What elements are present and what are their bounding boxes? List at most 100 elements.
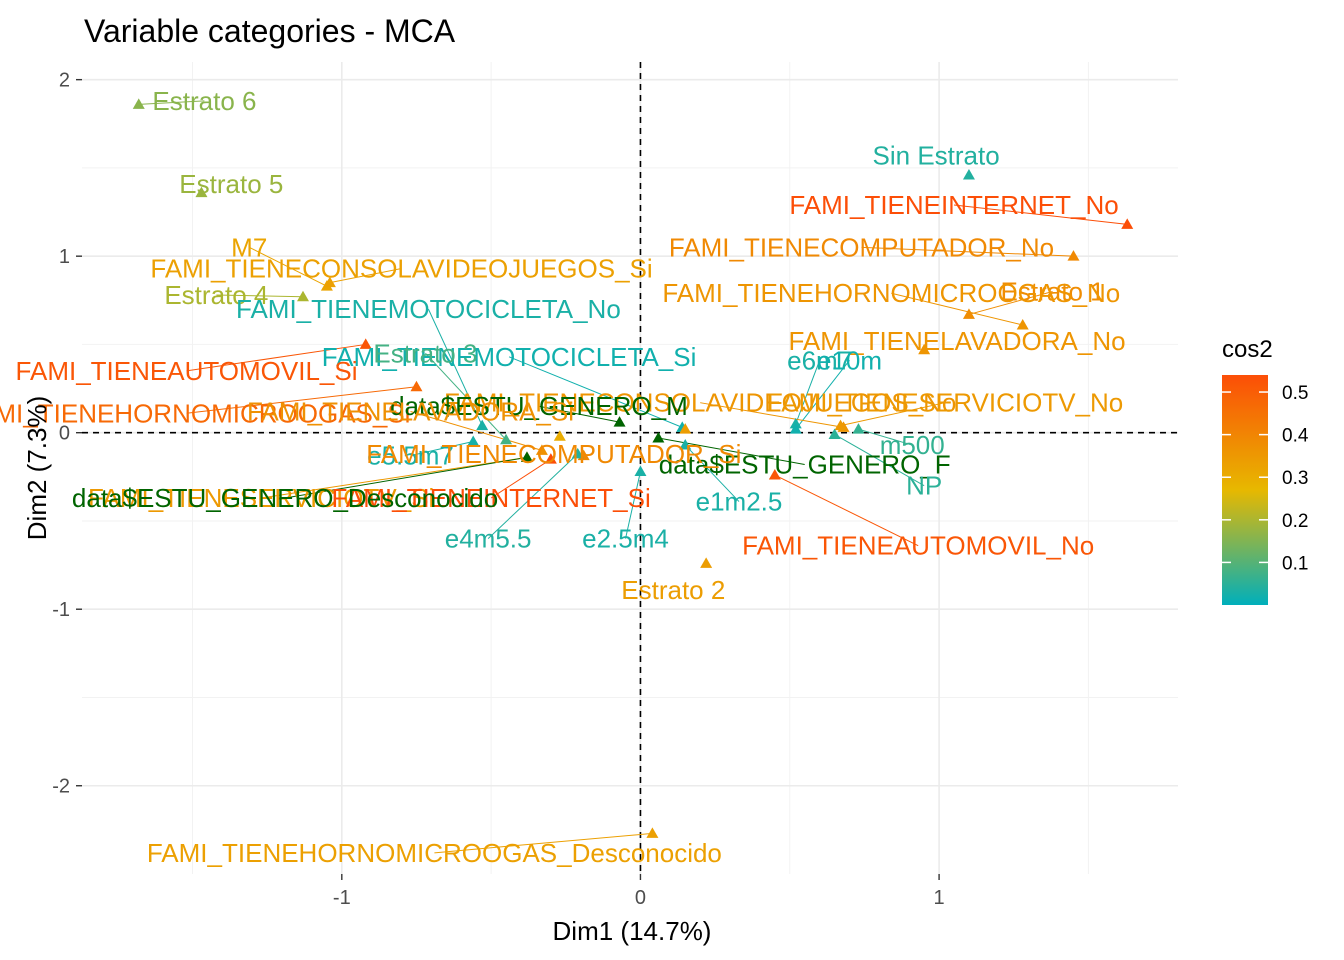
leader-line — [487, 453, 579, 539]
y-tick-label: 1 — [59, 246, 70, 268]
data-point — [834, 419, 847, 431]
data-point — [828, 428, 841, 439]
point-label: FAMI_TIENESERVICIOTV_Si — [88, 483, 434, 513]
data-point — [962, 168, 975, 180]
legend-tick-label: 0.3 — [1282, 468, 1308, 489]
data-point — [652, 431, 665, 443]
y-tick-label: 0 — [59, 423, 70, 445]
point-label: e2.5m4 — [582, 524, 669, 554]
leader-line — [538, 405, 620, 423]
y-tick-label: 2 — [59, 70, 70, 92]
leader-line — [490, 458, 552, 499]
leader-line — [216, 294, 304, 298]
point-label: Sin Estrato — [873, 141, 1000, 171]
chart-title: Variable categories - MCA — [84, 13, 456, 49]
point-label: FAMI_TIENESERVICIOTV_No — [767, 388, 1123, 418]
data-point — [296, 290, 309, 302]
point-label: FAMI_TIENEINTERNET_Si — [331, 483, 650, 513]
point-label: Estrato 2 — [621, 575, 725, 605]
point-label: FAMI_TIENEMOTOCICLETA_Si — [322, 342, 697, 372]
leader-line — [186, 343, 366, 372]
leader-line — [427, 308, 483, 426]
point-label: Estrato 3 — [373, 338, 477, 368]
leader-line — [858, 428, 913, 446]
leader-line — [840, 402, 946, 427]
data-point — [571, 447, 584, 459]
point-label: e5.5m7 — [367, 441, 454, 471]
leader-line — [700, 402, 844, 428]
leader-line — [774, 474, 919, 547]
leader-line — [861, 246, 1074, 257]
point-label: data$ESTU_GENERO_F — [659, 449, 951, 479]
point-label: Estrato 1 — [1001, 276, 1105, 306]
leader-line — [138, 100, 205, 105]
leader-line — [186, 386, 417, 414]
point-label: Estrato 6 — [152, 86, 256, 116]
leader-line — [425, 352, 507, 441]
y-tick-label: -1 — [52, 599, 70, 621]
reference-lines — [82, 62, 1178, 874]
legend: cos2 0.1 0.2 0.3 0.4 0.5 — [1222, 336, 1309, 605]
legend-tick-label: 0.1 — [1282, 553, 1308, 574]
point-label: FAMI_TIENEINTERNET_No — [789, 190, 1118, 220]
point-label: FAMI_TIENEAUTOMOVIL_Si — [16, 356, 358, 386]
data-point — [768, 469, 781, 480]
axes: -1 0 1 -2 -1 0 1 2 — [52, 70, 944, 909]
data-point — [679, 439, 692, 450]
point-label: data$ESTU_GENERO_M — [390, 391, 688, 421]
data-point — [544, 453, 557, 464]
legend-colorbar — [1222, 375, 1268, 605]
point-label: FAMI_TIENEMOTOCICLETA_No — [236, 294, 621, 324]
point-label: Estrato 5 — [179, 169, 283, 199]
data-point — [918, 343, 931, 355]
data-point — [410, 380, 423, 392]
legend-title: cos2 — [1222, 336, 1273, 363]
data-point — [467, 435, 480, 447]
data-point — [132, 98, 145, 109]
leader-line — [410, 411, 543, 451]
y-tick-label: -2 — [52, 776, 70, 798]
leader-line — [684, 444, 740, 502]
point-labels: Estrato 6 Estrato 5 Sin Estrato FAMI_TIENEI… — [0, 86, 1126, 868]
data-point — [535, 444, 548, 455]
point-label: Estrato 4 — [164, 280, 268, 310]
point-label: FAMI_TIENEAUTOMOVIL_No — [742, 531, 1094, 561]
leader-line — [261, 456, 528, 499]
leader-line — [410, 441, 474, 457]
data-point — [789, 423, 802, 434]
label-leader-lines — [138, 100, 1128, 854]
leader-line — [625, 471, 641, 539]
point-label: FAMI_TIENEHORNOMICROOGAS_Desconocido — [147, 838, 722, 868]
leader-line — [284, 456, 528, 499]
legend-tick-label: 0.5 — [1282, 383, 1308, 404]
leader-line — [968, 290, 1053, 315]
y-axis-title: Dim2 (7.3%) — [22, 396, 52, 540]
point-label: e10m — [817, 345, 882, 375]
point-label: FAMI_TIENEHORNOMICROOGAS_Si — [0, 398, 410, 428]
legend-tick-label: 0.2 — [1282, 511, 1308, 532]
point-label: data$ESTU_GENERO_Desconocido — [72, 483, 498, 513]
data-point — [520, 451, 533, 462]
x-tick-label: 1 — [934, 887, 945, 909]
legend-tick-label: 0.4 — [1282, 426, 1309, 447]
point-label: FAMI_TIENECOMPUTADOR_Si — [366, 439, 741, 469]
leader-line — [795, 360, 850, 430]
point-label: M7 — [231, 232, 267, 262]
data-point — [852, 423, 865, 434]
leader-line — [329, 268, 402, 284]
data-point — [195, 186, 208, 198]
data-point — [500, 433, 513, 445]
x-tick-label: 0 — [635, 887, 646, 909]
point-label: FAMI_TIENECOMPUTADOR_No — [669, 232, 1054, 262]
point-label: FAMI_TIENELAVADORA_No — [788, 326, 1125, 356]
data-point — [359, 338, 372, 349]
data-point — [1121, 218, 1134, 229]
leader-line — [249, 246, 328, 287]
point-label: FAMI_TIENECONSOLAVIDEOJUEGOS_No — [444, 388, 956, 418]
data-point — [1016, 319, 1029, 330]
legend-ticks: 0.1 0.2 0.3 0.4 0.5 — [1222, 383, 1309, 574]
data-point — [1067, 250, 1080, 261]
data-point — [476, 419, 489, 431]
data-point — [679, 423, 692, 434]
